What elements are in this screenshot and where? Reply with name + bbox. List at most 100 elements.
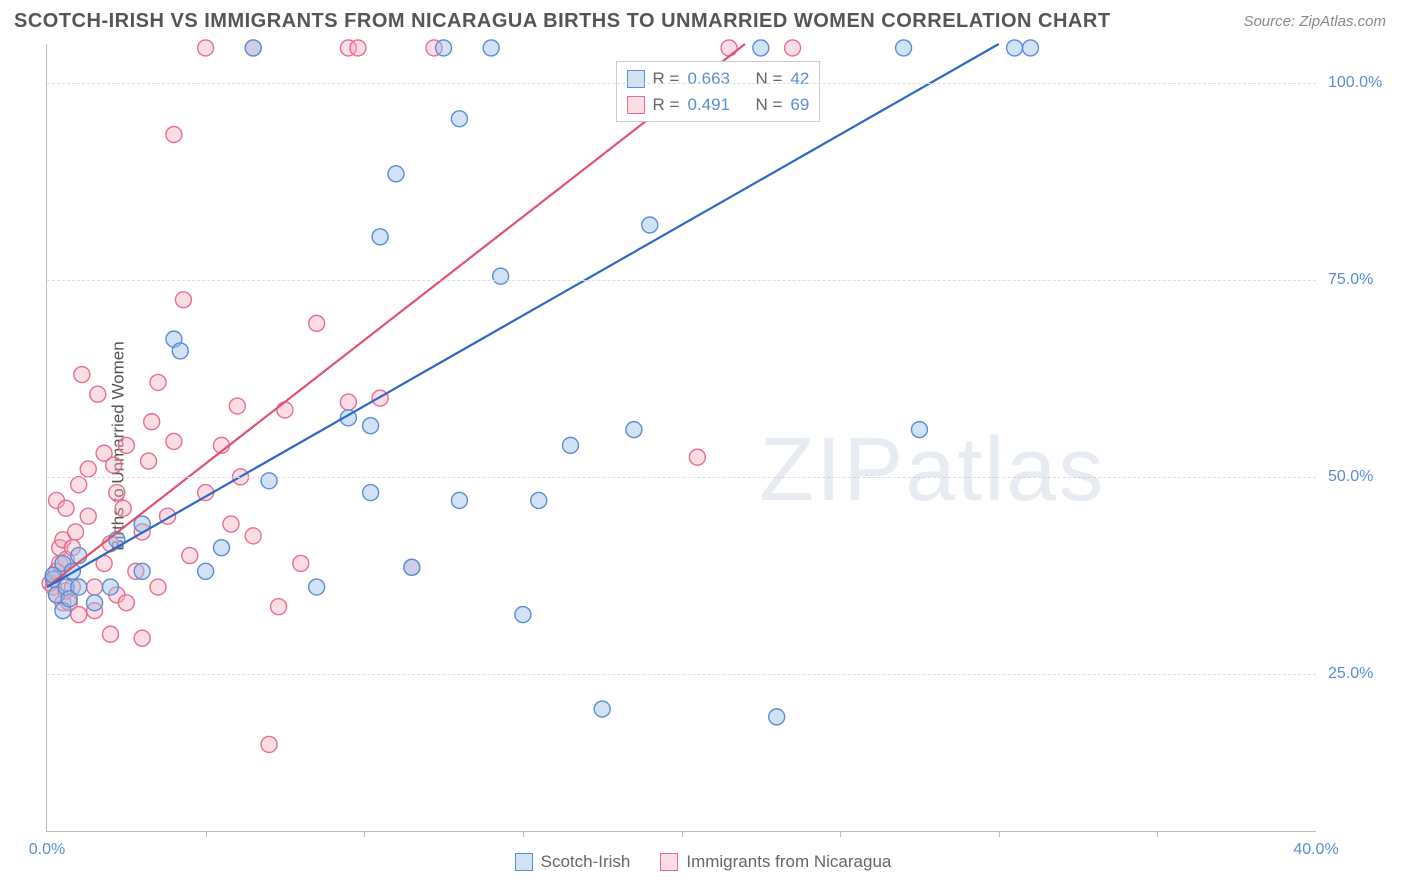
data-point [109,485,125,501]
data-point [642,217,658,233]
stats-row: R = 0.663 N = 42 [627,66,810,92]
data-point [340,394,356,410]
data-point [911,422,927,438]
data-point [87,579,103,595]
data-point [309,315,325,331]
x-tick [1157,831,1158,837]
data-point [141,453,157,469]
source-label: Source: ZipAtlas.com [1243,13,1386,30]
data-point [785,40,801,56]
legend-swatch [515,853,533,871]
x-tick [999,831,1000,837]
data-point [261,473,277,489]
data-point [80,461,96,477]
data-point [68,524,84,540]
data-point [363,485,379,501]
data-point [483,40,499,56]
data-point [388,166,404,182]
data-point [150,374,166,390]
y-tick-label: 50.0% [1328,468,1373,486]
x-tick [364,831,365,837]
data-point [896,40,912,56]
plot-area: R = 0.663 N = 42R = 0.491 N = 69 25.0%50… [46,44,1316,832]
y-tick-label: 100.0% [1328,74,1382,92]
data-point [223,516,239,532]
data-point [134,563,150,579]
data-point [71,579,87,595]
data-point [451,492,467,508]
legend: Scotch-Irish Immigrants from Nicaragua [0,852,1406,872]
data-point [166,433,182,449]
data-point [1022,40,1038,56]
data-point [277,402,293,418]
data-point [74,367,90,383]
data-point [309,579,325,595]
data-point [515,607,531,623]
data-point [175,292,191,308]
data-point [404,559,420,575]
data-point [109,532,125,548]
legend-swatch [660,853,678,871]
data-point [531,492,547,508]
data-point [90,386,106,402]
data-point [71,477,87,493]
x-tick [682,831,683,837]
gridline [47,674,1316,675]
data-point [436,40,452,56]
y-tick-label: 75.0% [1328,271,1373,289]
scatter-svg [47,44,1316,831]
chart-title: SCOTCH-IRISH VS IMMIGRANTS FROM NICARAGU… [14,10,1111,33]
legend-item: Scotch-Irish [515,852,631,872]
gridline [47,280,1316,281]
x-tick [840,831,841,837]
data-point [261,736,277,752]
stats-box: R = 0.663 N = 42R = 0.491 N = 69 [616,61,821,122]
data-point [71,607,87,623]
legend-swatch [627,70,645,88]
trend-line [47,44,999,587]
data-point [363,418,379,434]
legend-label: Immigrants from Nicaragua [686,852,891,872]
data-point [198,563,214,579]
trend-line [47,44,745,587]
legend-swatch [627,96,645,114]
data-point [182,548,198,564]
data-point [769,709,785,725]
data-point [118,437,134,453]
x-tick [206,831,207,837]
data-point [213,540,229,556]
data-point [229,398,245,414]
data-point [58,500,74,516]
data-point [245,40,261,56]
y-tick-label: 25.0% [1328,665,1373,683]
data-point [144,414,160,430]
stats-row: R = 0.491 N = 69 [627,92,810,118]
data-point [271,599,287,615]
data-point [106,457,122,473]
data-point [721,40,737,56]
data-point [350,40,366,56]
legend-item: Immigrants from Nicaragua [660,852,891,872]
data-point [594,701,610,717]
data-point [451,111,467,127]
data-point [372,229,388,245]
data-point [626,422,642,438]
data-point [102,626,118,642]
data-point [689,449,705,465]
legend-label: Scotch-Irish [541,852,631,872]
data-point [1007,40,1023,56]
data-point [172,343,188,359]
data-point [134,630,150,646]
x-tick [523,831,524,837]
gridline [47,477,1316,478]
data-point [753,40,769,56]
data-point [166,127,182,143]
data-point [87,595,103,611]
data-point [493,268,509,284]
data-point [293,555,309,571]
gridline [47,83,1316,84]
data-point [198,40,214,56]
data-point [102,579,118,595]
data-point [150,579,166,595]
data-point [115,500,131,516]
